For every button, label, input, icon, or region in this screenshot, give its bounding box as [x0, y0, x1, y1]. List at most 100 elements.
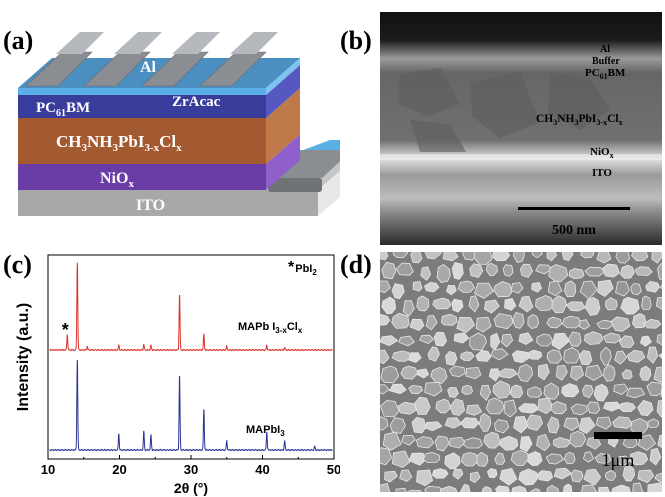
sem-al-label: Al: [600, 44, 610, 55]
grain: [381, 261, 397, 280]
grain: [602, 401, 622, 412]
grain: [490, 332, 501, 351]
grain: [380, 400, 400, 418]
grain: [499, 467, 518, 486]
sem-surface-scale-bar: [594, 432, 642, 439]
grain: [647, 418, 660, 428]
grain: [597, 279, 614, 298]
grain: [519, 435, 533, 453]
grain: [497, 368, 518, 379]
grain: [432, 297, 452, 310]
grain: [420, 266, 432, 281]
grain: [646, 346, 659, 364]
ito-contact-front: [268, 178, 322, 192]
grain: [637, 434, 657, 451]
grain: [547, 280, 563, 297]
plot-frame: [47, 254, 335, 460]
grain: [460, 417, 480, 429]
grain: [639, 365, 652, 381]
grain: [518, 403, 539, 414]
grain: [463, 437, 483, 449]
grain: [578, 319, 591, 330]
grain: [587, 401, 601, 414]
grain: [582, 451, 595, 463]
grain: [527, 314, 540, 329]
grain: [626, 387, 646, 399]
grain: [476, 451, 489, 467]
grain: [582, 384, 594, 399]
grain: [629, 451, 649, 466]
grain: [618, 335, 635, 349]
pcbm-label: PC61BM: [36, 100, 90, 119]
grain: [634, 266, 653, 276]
grain: [425, 314, 438, 331]
grain: [396, 262, 414, 276]
grain: [399, 469, 413, 482]
grain: [424, 252, 443, 260]
grain: [423, 451, 441, 463]
grain: [431, 468, 449, 479]
al-label: Al: [140, 59, 157, 76]
grain: [485, 262, 498, 276]
nio-layer-side: [266, 134, 300, 190]
grain: [481, 486, 493, 492]
grain: [391, 350, 412, 362]
perovskite-layer-front: [18, 118, 266, 164]
grain: [584, 266, 605, 277]
grain: [632, 482, 644, 492]
grain: [389, 417, 406, 435]
grain: [649, 447, 662, 466]
grain: [518, 468, 539, 486]
grain: [415, 436, 435, 449]
grain: [402, 300, 415, 317]
grain: [424, 281, 440, 293]
grain: [563, 451, 576, 465]
x-axis-label: 2θ (°): [174, 480, 208, 496]
legend-note: *PbI2: [288, 259, 317, 277]
grain: [444, 452, 461, 470]
grain: [380, 313, 391, 326]
grain: [380, 280, 391, 294]
grain: [660, 387, 662, 398]
panel-label-b: (b): [340, 26, 372, 55]
grain: [408, 384, 424, 395]
perovskite-layer-side: [266, 88, 300, 164]
grain: [641, 295, 652, 310]
grain: [612, 416, 633, 429]
grain: [469, 263, 484, 278]
grain: [642, 318, 662, 329]
grain: [504, 297, 517, 311]
sem-nio-label: NiOx: [590, 146, 614, 160]
device-schematic: Al ZrAcac PC61BM CH3NH3PbI3-xClx NiOx IT…: [18, 32, 340, 216]
sem-cross-scale-label: 500 nm: [552, 223, 596, 238]
grain: [602, 332, 622, 344]
grain: [596, 319, 614, 330]
pcbm-layer-front: [18, 95, 266, 118]
grain: [490, 348, 509, 361]
grain: [446, 284, 457, 296]
panel-label-a: (a): [3, 26, 34, 55]
grain: [391, 312, 410, 329]
grain: [546, 349, 563, 364]
grain: [501, 333, 514, 348]
sem-perovskite-label: CH3NH3PbI3-xClx: [536, 113, 623, 127]
grain: [512, 252, 525, 263]
grain: [615, 281, 630, 297]
grain: [511, 350, 530, 364]
grain: [493, 313, 514, 330]
grain: [435, 398, 452, 414]
grain: [391, 283, 405, 300]
ito-contact-buffer: [298, 140, 340, 152]
grain: [483, 299, 500, 314]
grain: [494, 419, 510, 434]
grain: [412, 280, 423, 292]
grain: [457, 280, 475, 293]
grain: [380, 365, 400, 384]
grain: [656, 400, 662, 418]
grain: [536, 434, 551, 452]
grain: [519, 263, 534, 278]
grain: [478, 413, 492, 433]
grain: [658, 352, 662, 360]
grain: [473, 252, 493, 265]
grain: [492, 252, 511, 262]
